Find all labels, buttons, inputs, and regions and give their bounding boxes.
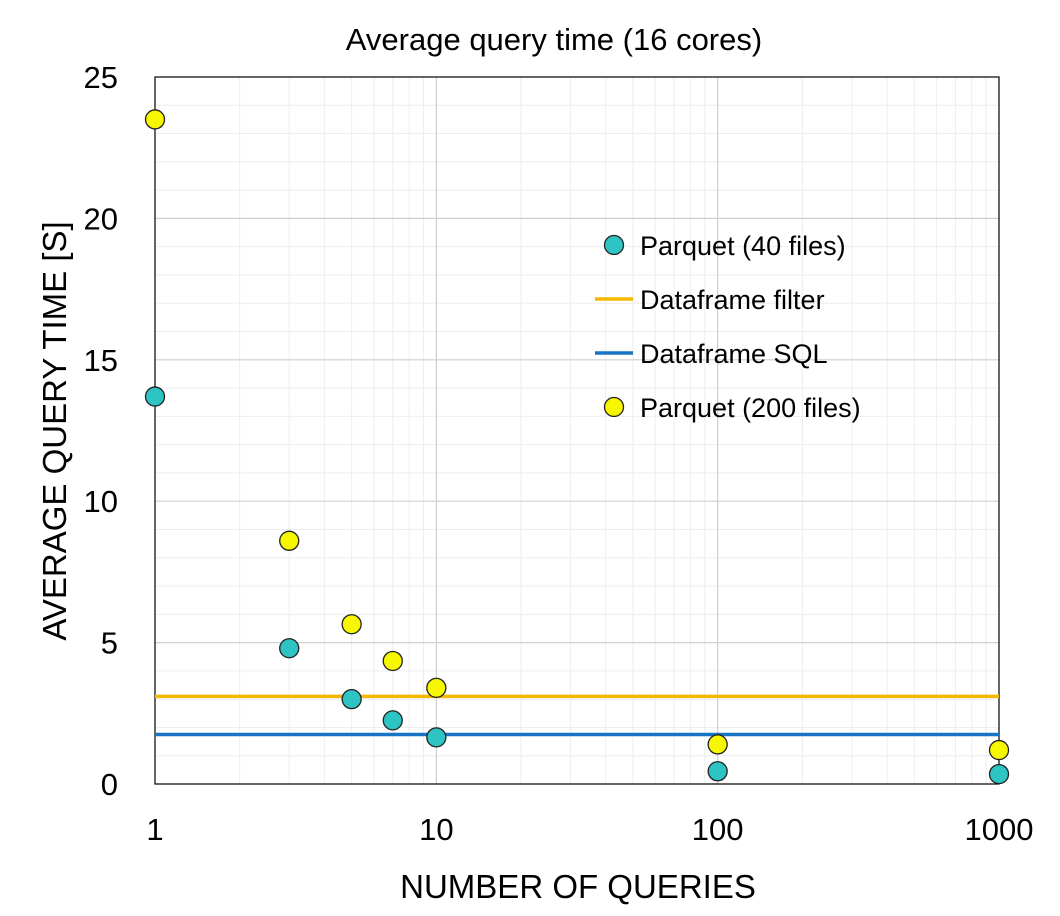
data-point bbox=[279, 530, 300, 551]
data-point bbox=[988, 739, 1010, 761]
major-gridlines bbox=[155, 77, 999, 784]
data-point bbox=[279, 638, 300, 659]
y-tick-label: 10 bbox=[84, 484, 118, 519]
tick-labels: 1 10 100 1000 0 5 10 15 20 25 bbox=[84, 60, 1034, 847]
data-point bbox=[707, 761, 728, 782]
x-tick-label: 1 bbox=[146, 812, 163, 847]
chart-title: Average query time (16 cores) bbox=[346, 22, 762, 57]
minor-gridlines bbox=[155, 77, 999, 784]
legend-marker bbox=[603, 234, 625, 256]
legend-label: Dataframe filter bbox=[640, 285, 825, 315]
y-tick-label: 5 bbox=[101, 626, 118, 661]
data-point bbox=[144, 386, 166, 407]
legend-label: Dataframe SQL bbox=[640, 339, 828, 369]
data-point bbox=[341, 614, 362, 635]
legend: Parquet (40 files) Dataframe filter Datafr… bbox=[595, 231, 861, 423]
y-tick-label: 15 bbox=[84, 343, 118, 378]
x-tick-label: 100 bbox=[692, 812, 744, 847]
data-point bbox=[707, 734, 728, 755]
series-layer bbox=[144, 109, 1010, 785]
data-point bbox=[988, 763, 1010, 785]
y-tick-label: 0 bbox=[101, 767, 118, 802]
data-point bbox=[382, 710, 403, 731]
legend-marker bbox=[603, 396, 625, 418]
x-tick-label: 1000 bbox=[965, 812, 1034, 847]
data-point bbox=[144, 109, 166, 130]
y-tick-label: 25 bbox=[84, 60, 118, 95]
y-tick-label: 20 bbox=[84, 201, 118, 236]
data-point bbox=[382, 650, 403, 672]
data-point bbox=[426, 727, 447, 748]
plot-frame bbox=[154, 76, 1000, 785]
data-point bbox=[341, 689, 362, 710]
legend-label: Parquet (200 files) bbox=[640, 393, 861, 423]
data-point bbox=[426, 677, 447, 698]
x-tick-label: 10 bbox=[419, 812, 453, 847]
y-axis-label: AVERAGE QUERY TIME [S] bbox=[36, 221, 73, 640]
legend-label: Parquet (40 files) bbox=[640, 231, 846, 261]
x-axis-label: NUMBER OF QUERIES bbox=[400, 868, 756, 905]
